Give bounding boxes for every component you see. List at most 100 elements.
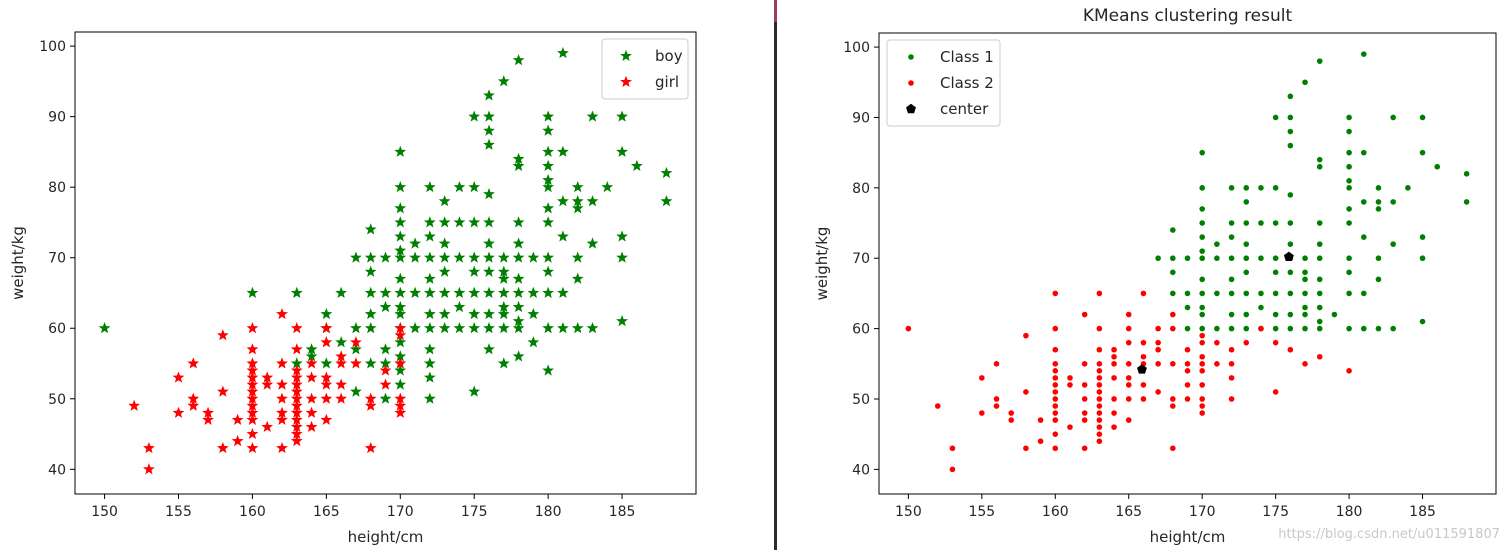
data-point [246, 364, 259, 376]
data-point [1287, 290, 1294, 297]
data-point [1111, 346, 1117, 353]
series-1 [1155, 51, 1470, 332]
series-2 [905, 290, 1352, 473]
data-point [1096, 424, 1103, 430]
data-point [1258, 220, 1264, 226]
data-point [1067, 424, 1073, 430]
plot-area [75, 32, 696, 494]
data-point [1081, 311, 1088, 318]
data-point [1302, 79, 1308, 86]
data-point [453, 322, 466, 334]
data-point [497, 357, 510, 369]
x-axis-label: height/cm [348, 528, 424, 546]
y-tick-label: 50 [48, 392, 66, 408]
data-point [1184, 325, 1191, 332]
data-point [1067, 382, 1073, 388]
data-point [616, 145, 628, 157]
data-point [497, 322, 510, 334]
data-point [335, 286, 348, 298]
data-point [1272, 290, 1279, 297]
data-point [394, 350, 407, 362]
data-point [542, 124, 555, 136]
data-point [1272, 220, 1279, 226]
data-point [350, 343, 362, 355]
data-point [1243, 325, 1250, 332]
data-point [1184, 360, 1191, 367]
x-tick-label: 160 [1042, 504, 1069, 520]
data-point [1199, 360, 1205, 367]
data-point [1067, 375, 1073, 381]
data-point [1125, 396, 1132, 402]
x-tick-label: 170 [387, 504, 414, 520]
legend: Class 1 Class 2 center [886, 39, 1001, 127]
data-point [216, 329, 229, 341]
data-point [1243, 255, 1250, 262]
axes-frame [878, 32, 1497, 495]
legend-label: Class 2 [940, 74, 994, 92]
data-point [1125, 311, 1132, 318]
data-point [1228, 311, 1235, 318]
data-point [335, 350, 348, 362]
data-point [379, 300, 392, 313]
data-point [350, 322, 362, 334]
data-point [1199, 339, 1205, 346]
data-point [512, 350, 525, 362]
y-tick-label: 90 [48, 110, 66, 126]
watermark-text: https://blog.csdn.net/u011591807 [1278, 527, 1500, 542]
legend-label: center [940, 100, 989, 118]
data-point [468, 385, 481, 397]
data-point [1214, 241, 1220, 247]
data-point [394, 202, 407, 214]
data-point [335, 378, 348, 390]
y-axis-label: weight/kg [9, 226, 27, 300]
data-point [394, 406, 407, 418]
data-point [1081, 410, 1088, 416]
data-point [1199, 368, 1205, 374]
data-point [1170, 227, 1176, 233]
data-point [276, 392, 288, 404]
data-point [542, 364, 555, 376]
data-point [1096, 382, 1103, 388]
data-point [320, 357, 333, 369]
data-point [527, 286, 540, 298]
data-point [1228, 220, 1235, 226]
data-point [1170, 290, 1176, 297]
data-point [1137, 364, 1147, 374]
data-point [1155, 389, 1161, 395]
data-point [276, 307, 288, 320]
data-point [1140, 353, 1147, 360]
data-point [423, 392, 436, 404]
data-point [453, 216, 466, 228]
data-point [1111, 360, 1117, 367]
data-point [1228, 234, 1235, 240]
data-point [394, 364, 407, 376]
y-tick-label: 100 [843, 40, 870, 56]
data-point [512, 159, 525, 172]
data-point [261, 420, 274, 433]
y-tick-label: 70 [48, 251, 66, 267]
data-point [1360, 325, 1367, 332]
data-point [379, 378, 392, 390]
data-point [1170, 311, 1176, 318]
data-point [290, 427, 303, 440]
data-point [512, 314, 525, 327]
data-point [1390, 114, 1396, 121]
data-point [379, 251, 392, 263]
data-point [350, 336, 362, 348]
data-point [468, 216, 481, 228]
data-point [1052, 431, 1059, 437]
data-point [231, 434, 244, 447]
data-point [453, 251, 466, 263]
data-point [1390, 325, 1396, 332]
data-point [1258, 290, 1264, 297]
data-point [542, 251, 555, 263]
x-tick-label: 150 [895, 504, 922, 520]
data-point [468, 286, 481, 298]
data-point [1287, 311, 1294, 318]
y-tick-label: 90 [852, 110, 870, 126]
data-point [394, 272, 407, 284]
data-point [483, 343, 495, 355]
data-point [1228, 346, 1235, 353]
data-point [586, 237, 599, 249]
data-point [993, 360, 1000, 367]
